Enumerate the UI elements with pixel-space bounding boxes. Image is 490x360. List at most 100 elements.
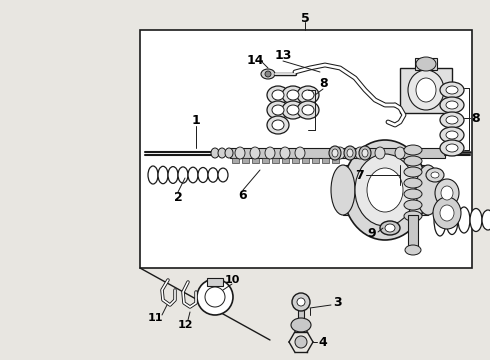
Ellipse shape — [375, 147, 385, 159]
Text: 12: 12 — [177, 320, 193, 330]
Ellipse shape — [267, 101, 289, 119]
Ellipse shape — [218, 148, 226, 158]
Ellipse shape — [331, 165, 355, 215]
Ellipse shape — [295, 147, 305, 159]
Ellipse shape — [291, 318, 311, 332]
Ellipse shape — [405, 245, 421, 255]
Ellipse shape — [355, 154, 415, 226]
Ellipse shape — [225, 148, 233, 158]
Ellipse shape — [282, 101, 304, 119]
Ellipse shape — [404, 200, 422, 210]
Ellipse shape — [446, 101, 458, 109]
Ellipse shape — [404, 189, 422, 199]
Ellipse shape — [446, 144, 458, 152]
Text: 13: 13 — [274, 49, 292, 62]
Bar — [298, 305, 304, 325]
Ellipse shape — [404, 211, 422, 221]
Ellipse shape — [416, 78, 436, 102]
Bar — [322, 158, 329, 163]
Ellipse shape — [470, 208, 482, 231]
Ellipse shape — [272, 105, 284, 115]
Bar — [332, 158, 339, 163]
Ellipse shape — [446, 131, 458, 139]
Ellipse shape — [440, 82, 464, 98]
Bar — [140, 30, 472, 268]
Ellipse shape — [329, 146, 341, 160]
Ellipse shape — [446, 206, 458, 234]
Ellipse shape — [267, 116, 289, 134]
Ellipse shape — [280, 147, 290, 159]
Circle shape — [295, 336, 307, 348]
Circle shape — [292, 293, 310, 311]
Bar — [302, 158, 309, 163]
Ellipse shape — [343, 140, 427, 240]
Ellipse shape — [250, 147, 260, 159]
Text: 4: 4 — [318, 336, 327, 348]
Ellipse shape — [359, 146, 371, 160]
Ellipse shape — [198, 167, 208, 183]
Ellipse shape — [332, 149, 338, 157]
Ellipse shape — [458, 207, 470, 233]
Ellipse shape — [188, 167, 198, 183]
Circle shape — [297, 298, 305, 306]
Bar — [282, 158, 289, 163]
Text: 11: 11 — [147, 313, 163, 323]
Ellipse shape — [282, 86, 304, 104]
Text: 9: 9 — [368, 226, 376, 239]
Ellipse shape — [380, 221, 400, 235]
Text: 10: 10 — [224, 275, 240, 285]
Ellipse shape — [446, 86, 458, 94]
Text: 8: 8 — [319, 77, 328, 90]
Ellipse shape — [287, 105, 299, 115]
Text: 14: 14 — [246, 54, 264, 67]
Ellipse shape — [158, 166, 168, 184]
Ellipse shape — [446, 116, 458, 124]
Bar — [312, 158, 319, 163]
Bar — [343, 165, 428, 215]
Text: 2: 2 — [173, 190, 182, 203]
Ellipse shape — [367, 168, 403, 212]
Ellipse shape — [265, 71, 271, 77]
Bar — [272, 158, 279, 163]
Ellipse shape — [272, 120, 284, 130]
Bar — [292, 158, 299, 163]
Bar — [262, 158, 269, 163]
Ellipse shape — [433, 197, 461, 229]
Ellipse shape — [148, 166, 158, 184]
Text: 1: 1 — [192, 113, 200, 126]
Bar — [252, 158, 259, 163]
Ellipse shape — [261, 69, 275, 79]
Ellipse shape — [297, 86, 319, 104]
Ellipse shape — [404, 156, 422, 166]
Bar — [230, 148, 445, 158]
Ellipse shape — [440, 127, 464, 143]
Ellipse shape — [408, 70, 444, 110]
Bar — [207, 278, 223, 286]
Ellipse shape — [297, 101, 319, 119]
Bar — [408, 215, 418, 250]
Ellipse shape — [344, 146, 356, 160]
Ellipse shape — [404, 167, 422, 177]
Text: 3: 3 — [333, 296, 342, 309]
Bar — [400, 68, 452, 113]
Ellipse shape — [431, 172, 439, 178]
Text: 5: 5 — [301, 12, 309, 24]
Ellipse shape — [440, 97, 464, 113]
Ellipse shape — [440, 140, 464, 156]
Ellipse shape — [395, 147, 405, 159]
Circle shape — [205, 287, 225, 307]
Ellipse shape — [208, 168, 218, 182]
Ellipse shape — [416, 57, 436, 71]
Text: 8: 8 — [472, 112, 480, 125]
Ellipse shape — [440, 205, 454, 221]
Ellipse shape — [168, 167, 178, 183]
Ellipse shape — [385, 224, 395, 232]
Ellipse shape — [235, 147, 245, 159]
Ellipse shape — [272, 90, 284, 100]
Circle shape — [197, 279, 233, 315]
Ellipse shape — [426, 168, 444, 182]
Ellipse shape — [267, 86, 289, 104]
Ellipse shape — [265, 147, 275, 159]
Ellipse shape — [178, 167, 188, 183]
Ellipse shape — [441, 186, 453, 200]
